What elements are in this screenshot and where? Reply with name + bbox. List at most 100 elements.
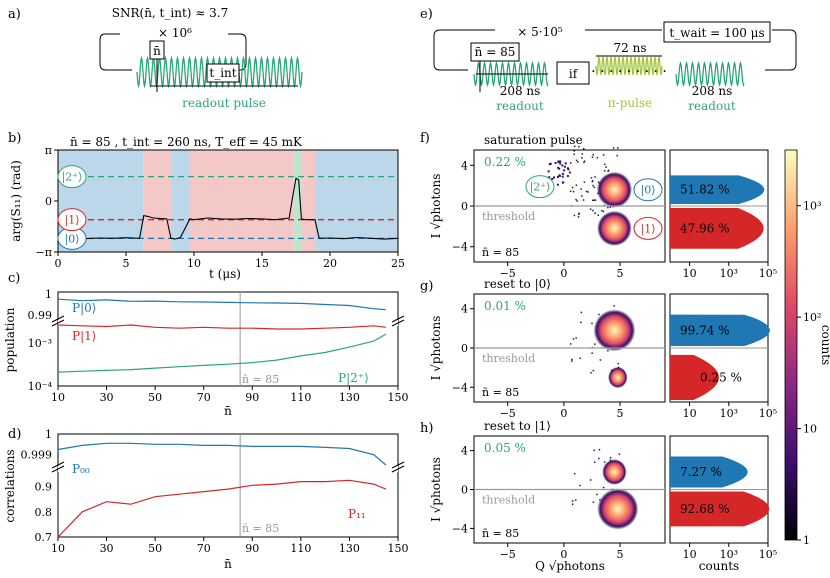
readout-caption-2: readout — [688, 99, 736, 113]
hist-percent-top: 51.82 % — [680, 183, 730, 197]
threshold-label: threshold — [482, 210, 535, 223]
x-tick-label: 0 — [560, 267, 567, 280]
readout-time-1: 208 ns — [500, 84, 541, 98]
x-tick-label: 90 — [245, 542, 259, 555]
y-tick-label: 0 — [461, 342, 468, 355]
hist-x-tick-label: 10⁵ — [759, 407, 777, 420]
x-tick-label: 50 — [148, 542, 162, 555]
scatter-point — [596, 493, 598, 496]
leakage-percent: 0.05 % — [484, 441, 526, 455]
scatter-point — [581, 195, 583, 197]
scatter-point — [571, 360, 573, 362]
scatter-point — [581, 153, 584, 155]
population-chart: P|0⟩ P|1⟩ P|2⁺⟩ n̄ = 85 10 30 50 70 90 110 130 150 1… — [3, 288, 409, 418]
plot-frame — [57, 291, 399, 387]
scatter-point — [598, 313, 600, 316]
scatter-point — [593, 186, 596, 189]
scatter-point — [572, 190, 575, 193]
state-marker — [525, 175, 555, 199]
x-tick-label: 30 — [100, 391, 114, 404]
scatter-point — [607, 170, 609, 173]
iq-blob — [608, 366, 628, 389]
scatter-point — [591, 180, 594, 182]
leak-point — [561, 172, 564, 175]
scatter-point — [591, 352, 593, 354]
leak-point — [557, 166, 560, 169]
state-label: |1⟩ — [641, 222, 656, 236]
scatter-point — [604, 163, 606, 166]
state-label: |2⁺⟩ — [530, 181, 551, 195]
scatter-point — [574, 145, 576, 148]
scatter-point — [571, 500, 574, 502]
pi-dots: · · · · · · · · · — [591, 64, 667, 80]
scatter-point — [580, 311, 583, 314]
nbar-box-e — [470, 42, 520, 62]
hist-bar-top — [670, 175, 765, 204]
y-tick-label: 4 — [461, 159, 468, 172]
x-tick-label: 110 — [290, 542, 311, 555]
state-region — [143, 150, 171, 252]
x-tick-label: 10 — [51, 542, 65, 555]
hist-x-tick-label: 10³ — [720, 267, 738, 280]
scatter-point — [602, 486, 605, 489]
series-line — [57, 298, 386, 311]
scatter-point — [571, 186, 574, 189]
x-tick-label: 5 — [123, 257, 130, 270]
hist-x-tick-label: 10 — [683, 407, 697, 420]
x-tick-label: −5 — [500, 267, 516, 280]
y-tick-label: −4 — [452, 241, 468, 254]
scatter-point — [609, 456, 612, 459]
x-axis-label: n̄ — [224, 404, 232, 418]
y-axis-label: arg(S₁₁) (rad) — [9, 160, 23, 242]
chart-title: n̄ = 85 , t_int = 260 ns, T_eff = 45 mK — [70, 135, 303, 149]
x-tick-label: 5 — [617, 267, 624, 280]
nbar-label: n̄ = 85 — [482, 386, 519, 399]
scatter-point — [575, 184, 578, 187]
x-tick-label: 5 — [617, 407, 624, 420]
hist-percent-top: 99.74 % — [680, 323, 730, 337]
leak-point — [566, 167, 569, 170]
scatter-point — [577, 216, 580, 218]
state-marker — [57, 165, 87, 189]
leak-point — [566, 175, 569, 178]
leak-point — [561, 175, 564, 178]
state-region — [189, 150, 294, 252]
scatter-point — [587, 191, 589, 193]
scatter-point — [601, 210, 603, 212]
leak-point — [547, 170, 550, 173]
y-tick-label: 1 — [45, 428, 52, 441]
colorbar-ticks: 10³ 10² 10 1 — [797, 200, 821, 547]
scatter-point — [597, 214, 600, 216]
scatter-point — [594, 212, 596, 214]
scatter-point — [576, 200, 578, 202]
scatter-point — [578, 213, 580, 216]
series-label: P₀₀ — [72, 462, 90, 476]
scatter-point — [569, 343, 572, 345]
if-label: if — [569, 67, 579, 81]
panel-label-c: c) — [8, 271, 20, 286]
x-tick-label: 0 — [560, 407, 567, 420]
readout-caption-1: readout — [496, 99, 544, 113]
x-axis-label: n̄ — [224, 557, 232, 571]
scatter-point — [583, 181, 586, 183]
scatter-point — [592, 501, 595, 503]
hist-percent-bottom: 0.25 % — [700, 370, 742, 384]
scatter-point — [590, 371, 592, 374]
leak-point — [561, 164, 564, 167]
iq-blob — [597, 488, 639, 530]
leak-point — [557, 160, 560, 163]
x-tick-label: 70 — [197, 391, 211, 404]
iq-blob — [597, 210, 632, 247]
y-tick-label: π — [45, 144, 52, 157]
panel-label-h: h) — [420, 421, 433, 436]
correlation-chart: P₀₀ P₁₁ n̄ = 85 10 30 50 70 90 110 130 150 1 0.999 0.… — [3, 428, 409, 571]
scatter-point — [573, 153, 575, 156]
scatter-point — [575, 198, 577, 201]
leak-point — [562, 181, 565, 184]
scatter-point — [592, 184, 594, 187]
scatter-point — [569, 162, 572, 164]
y-axis-label: correlations — [3, 449, 17, 522]
nbar-marker-label: n̄ = 85 — [242, 373, 279, 386]
hist-x-tick-label: 10³ — [720, 407, 738, 420]
